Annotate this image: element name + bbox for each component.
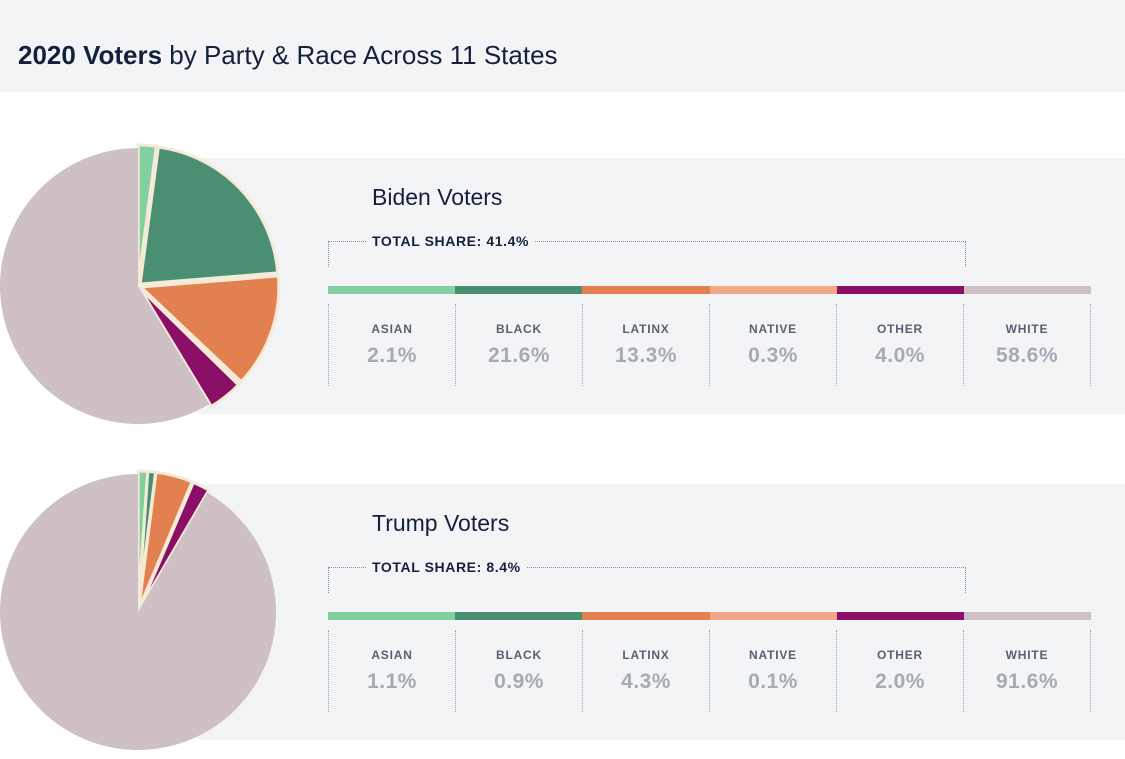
biden-total-bracket (328, 241, 966, 267)
trump-key-seg-asian (328, 612, 456, 620)
biden-pie-slice-latinx (139, 274, 281, 384)
trump-value-black: 0.9% (494, 670, 544, 693)
trump-col-latinx: LATINX 4.3% (582, 630, 709, 712)
biden-value-black: 21.6% (487, 344, 551, 367)
trump-label-white: WHITE (1005, 648, 1049, 662)
trump-label-asian: ASIAN (371, 648, 413, 662)
biden-col-native: NATIVE 0.3% (709, 304, 836, 386)
trump-key-seg-black (455, 612, 583, 620)
biden-label-native: NATIVE (749, 322, 797, 336)
trump-label-black: BLACK (496, 648, 542, 662)
trump-value-white: 91.6% (995, 670, 1059, 693)
biden-col-asian: ASIAN 2.1% (328, 304, 455, 386)
trump-panel: Trump Voters TOTAL SHARE: 8.4% ASIAN 1.1… (190, 484, 1125, 740)
trump-col-native: NATIVE 0.1% (709, 630, 836, 712)
trump-key-seg-latinx (582, 612, 710, 620)
trump-pie-slice-white (0, 474, 276, 750)
biden-label-white: WHITE (1005, 322, 1049, 336)
biden-pie-slice-black (138, 145, 280, 286)
biden-category-columns: ASIAN 2.1% BLACK 21.6% LATINX 13.3% NATI… (328, 304, 1091, 386)
page-title-bold: 2020 Voters (18, 40, 163, 70)
trump-col-black: BLACK 0.9% (455, 630, 582, 712)
biden-key-seg-white (963, 286, 1092, 294)
biden-col-black: BLACK 21.6% (455, 304, 582, 386)
trump-col-white: WHITE 91.6% (963, 630, 1091, 712)
biden-label-latinx: LATINX (622, 322, 670, 336)
biden-pie-chart (0, 143, 281, 424)
biden-panel: Biden Voters TOTAL SHARE: 41.4% ASIAN 2.… (190, 158, 1125, 414)
biden-col-latinx: LATINX 13.3% (582, 304, 709, 386)
biden-value-other: 4.0% (875, 344, 925, 367)
trump-label-other: OTHER (877, 648, 923, 662)
trump-label-latinx: LATINX (622, 648, 670, 662)
biden-value-native: 0.3% (748, 344, 798, 367)
trump-category-columns: ASIAN 1.1% BLACK 0.9% LATINX 4.3% NATIVE… (328, 630, 1091, 712)
page-title: 2020 Voters by Party & Race Across 11 St… (18, 40, 558, 71)
biden-value-latinx: 13.3% (614, 344, 678, 367)
biden-pie-slice-white (0, 148, 210, 424)
biden-label-black: BLACK (496, 322, 542, 336)
trump-key-seg-native (709, 612, 837, 620)
trump-col-asian: ASIAN 1.1% (328, 630, 455, 712)
biden-pie-slice-other (138, 286, 240, 408)
biden-label-asian: ASIAN (371, 322, 413, 336)
biden-value-asian: 2.1% (367, 344, 417, 367)
trump-pie-chart (0, 469, 276, 750)
biden-key-seg-other (836, 286, 964, 294)
biden-pie-slice-asian (136, 143, 158, 285)
biden-label-other: OTHER (877, 322, 923, 336)
trump-color-key-bar (328, 612, 1092, 620)
trump-value-latinx: 4.3% (621, 670, 671, 693)
trump-value-native: 0.1% (748, 670, 798, 693)
trump-key-seg-white (963, 612, 1092, 620)
trump-key-seg-other (836, 612, 964, 620)
biden-value-white: 58.6% (995, 344, 1059, 367)
trump-label-native: NATIVE (749, 648, 797, 662)
biden-col-other: OTHER 4.0% (836, 304, 963, 386)
trump-total-bracket (328, 567, 966, 593)
trump-total-share: TOTAL SHARE: 8.4% (366, 559, 527, 575)
biden-key-seg-native (709, 286, 837, 294)
biden-col-white: WHITE 58.6% (963, 304, 1091, 386)
biden-total-share: TOTAL SHARE: 41.4% (366, 233, 536, 249)
trump-pie-slice-other (137, 480, 211, 611)
page-title-rest: by Party & Race Across 11 States (162, 40, 558, 70)
biden-key-seg-latinx (582, 286, 710, 294)
trump-value-other: 2.0% (875, 670, 925, 693)
header-band: 2020 Voters by Party & Race Across 11 St… (0, 0, 1125, 92)
biden-title: Biden Voters (372, 184, 503, 210)
biden-color-key-bar (328, 286, 1092, 294)
biden-key-seg-black (455, 286, 583, 294)
trump-value-asian: 1.1% (367, 670, 417, 693)
trump-col-other: OTHER 2.0% (836, 630, 963, 712)
trump-title: Trump Voters (372, 510, 510, 536)
biden-key-seg-asian (328, 286, 456, 294)
